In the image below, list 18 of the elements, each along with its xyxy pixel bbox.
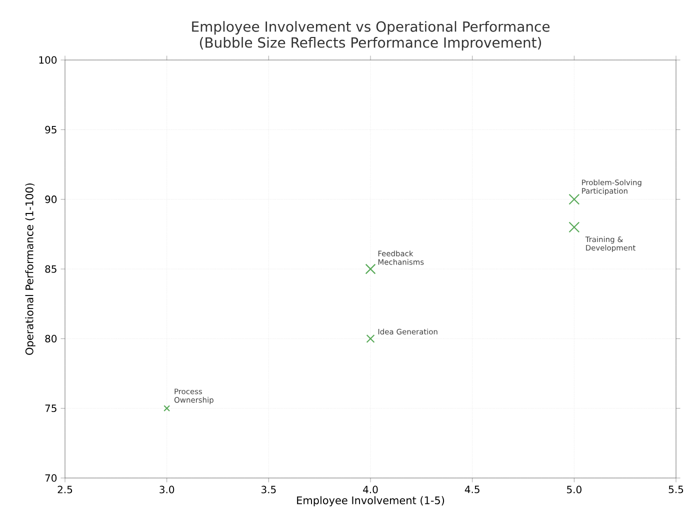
x-tick-label: 3.0 [160,486,174,494]
y-tick-label: 75 [45,404,56,412]
y-tick-label: 80 [45,334,57,342]
x-tick-label: 4.0 [363,486,378,494]
chart-subtitle: (Bubble Size Reflects Performance Improvement) [200,37,542,51]
y-tick-label: 70 [45,474,57,482]
y-tick-label: 100 [39,56,57,64]
y-axis-title: Operational Performance (1-100) [25,183,36,355]
x-axis-title: Employee Involvement (1-5) [297,496,444,506]
x-tick-label: 5.0 [567,486,582,494]
chart-title: Employee Involvement vs Operational Performance [192,21,550,35]
x-tick-label: 5.5 [668,486,684,494]
x-tick-label: 2.5 [58,486,72,494]
x-tick-label: 3.5 [262,486,276,494]
y-tick-label: 90 [45,196,57,204]
y-tick-label: 95 [45,126,56,134]
y-tick-label: 85 [45,265,56,273]
x-tick-label: 4.5 [464,486,480,494]
